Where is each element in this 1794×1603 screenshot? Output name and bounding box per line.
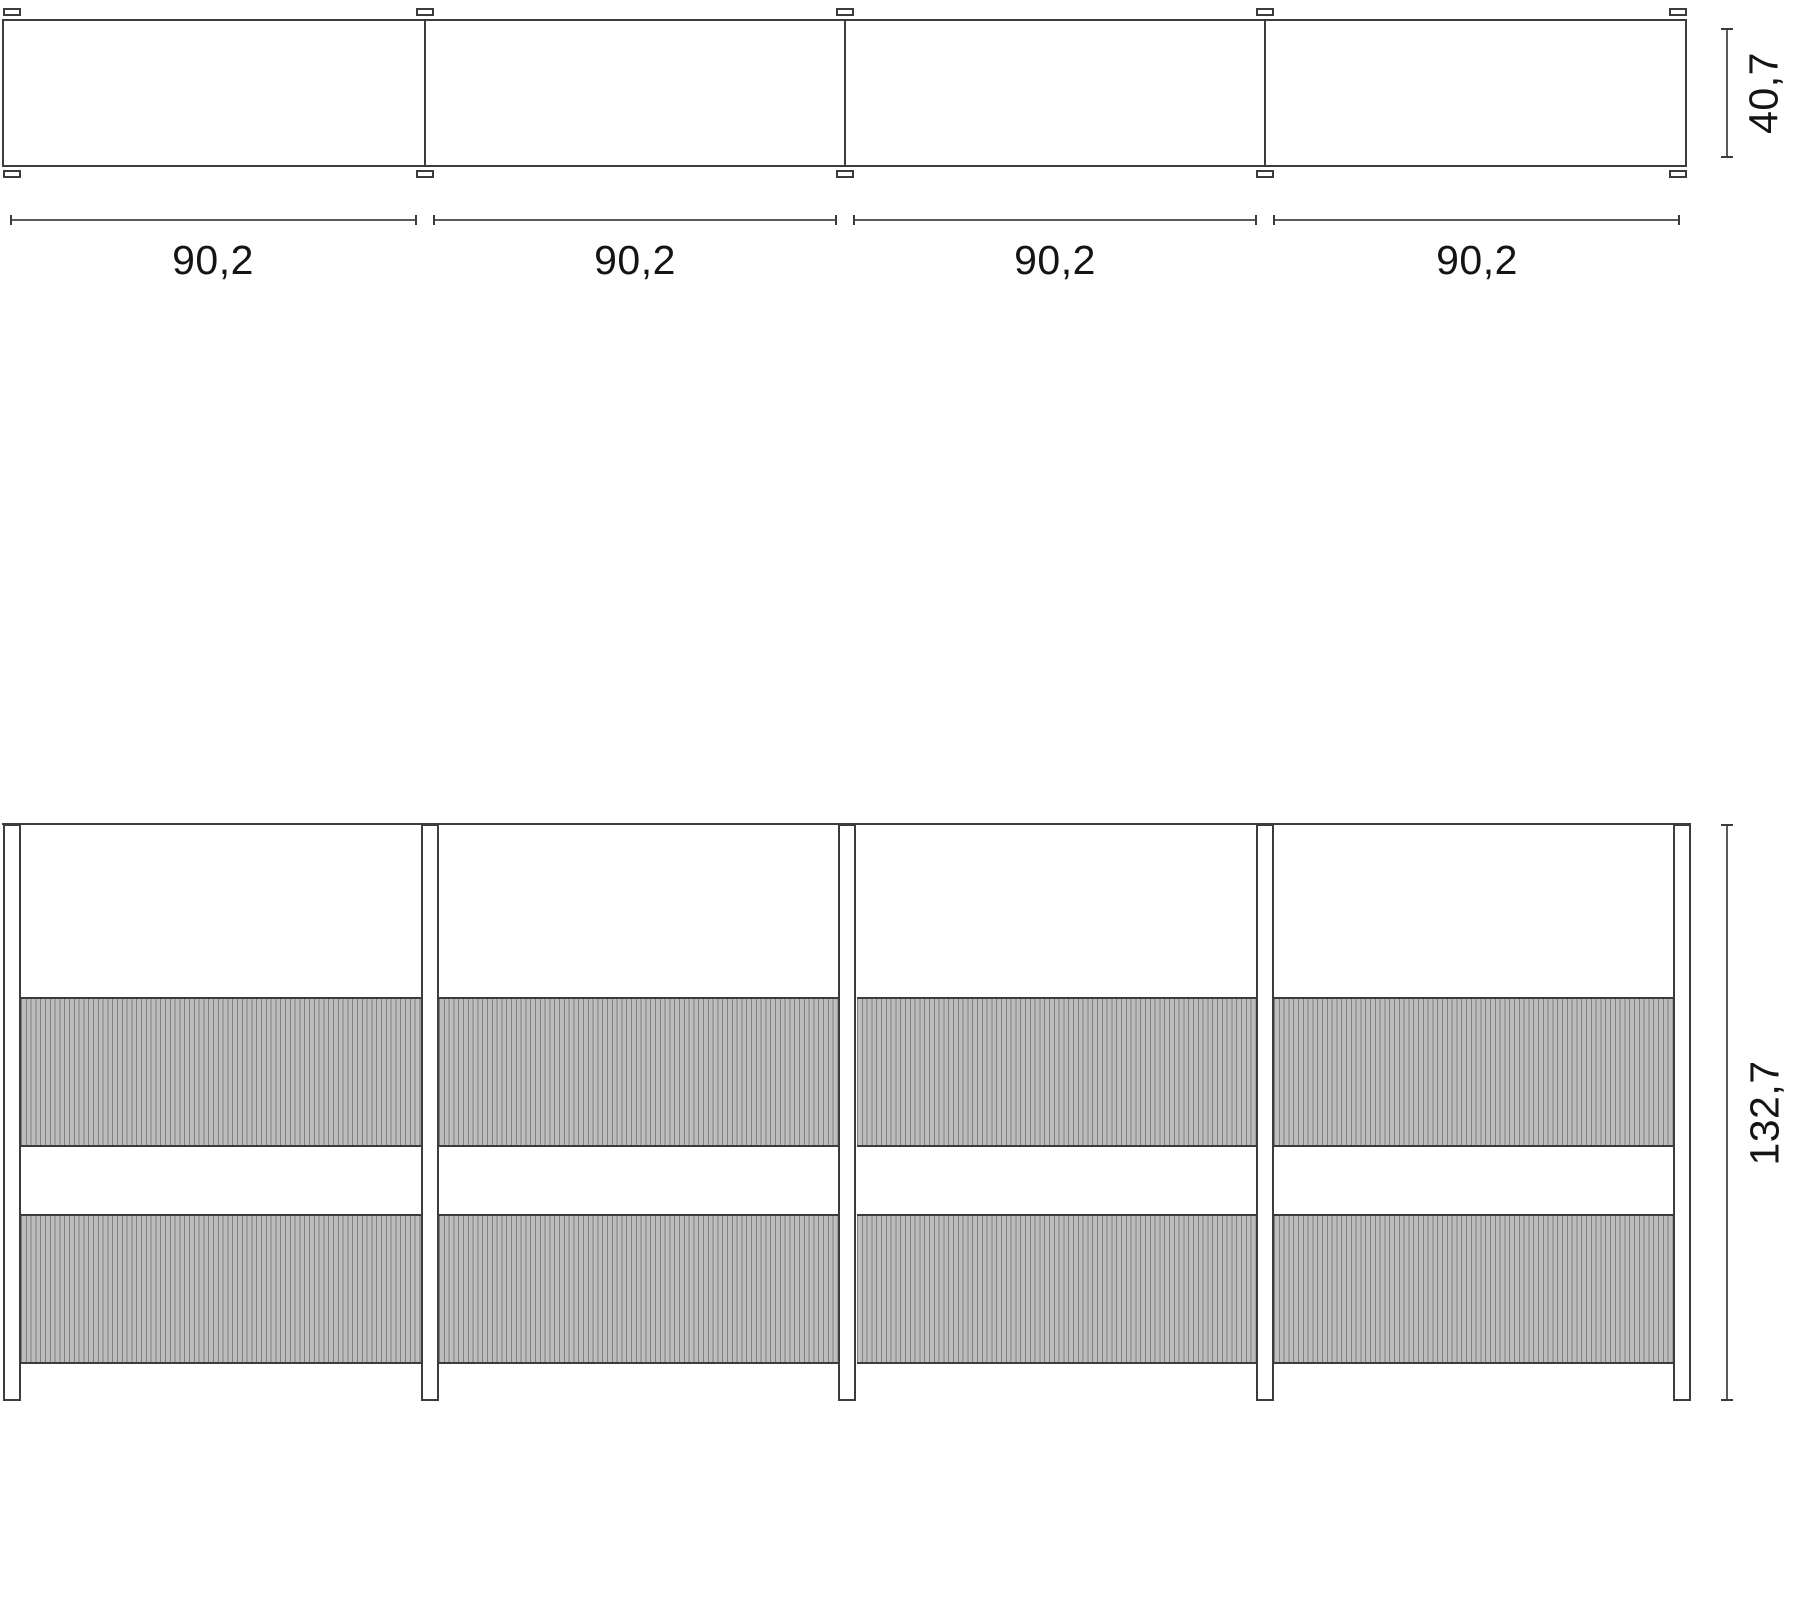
panel-lower-2: [439, 1214, 838, 1364]
panel-lower-3: [857, 1214, 1256, 1364]
dim-line-width-3: [854, 219, 1256, 221]
dim-line-width-1: [11, 219, 416, 221]
dim-tick: [1678, 215, 1680, 225]
foot-bottom-4: [1256, 170, 1274, 178]
plan-divider-3: [1264, 19, 1266, 167]
width-label-3: 90,2: [1014, 237, 1096, 283]
height-label: 132,7: [1741, 1060, 1788, 1166]
dim-line-width-4: [1274, 219, 1679, 221]
dim-tick: [433, 215, 435, 225]
dim-line-height: [1726, 825, 1728, 1401]
foot-top-5: [1669, 8, 1687, 16]
panel-upper-3: [857, 997, 1256, 1147]
post-3: [838, 824, 856, 1401]
foot-top-4: [1256, 8, 1274, 16]
plan-divider-1: [424, 19, 426, 167]
panel-upper-1: [21, 997, 421, 1147]
panel-upper-2: [439, 997, 838, 1147]
foot-top-1: [3, 8, 21, 16]
dim-tick: [1255, 215, 1257, 225]
dim-tick: [1273, 215, 1275, 225]
dim-tick: [415, 215, 417, 225]
width-label-1: 90,2: [172, 237, 254, 283]
foot-bottom-5: [1669, 170, 1687, 178]
panel-lower-4: [1274, 1214, 1673, 1364]
post-1: [3, 824, 21, 1401]
foot-top-2: [416, 8, 434, 16]
dim-line-depth: [1726, 29, 1728, 157]
foot-bottom-2: [416, 170, 434, 178]
top-rail: [2, 823, 1691, 825]
dim-line-width-2: [434, 219, 836, 221]
dim-tick: [853, 215, 855, 225]
panel-lower-1: [21, 1214, 421, 1364]
post-4: [1256, 824, 1274, 1401]
foot-bottom-3: [836, 170, 854, 178]
post-2: [421, 824, 439, 1401]
width-label-2: 90,2: [594, 237, 676, 283]
width-label-4: 90,2: [1436, 237, 1518, 283]
post-5: [1673, 824, 1691, 1401]
dim-tick: [1721, 28, 1733, 30]
dim-tick: [1721, 824, 1733, 826]
depth-label: 40,7: [1740, 52, 1787, 134]
dim-tick: [1721, 156, 1733, 158]
dim-tick: [10, 215, 12, 225]
dim-tick: [1721, 1399, 1733, 1401]
plan-divider-2: [844, 19, 846, 167]
dim-tick: [835, 215, 837, 225]
panel-upper-4: [1274, 997, 1673, 1147]
foot-top-3: [836, 8, 854, 16]
foot-bottom-1: [3, 170, 21, 178]
